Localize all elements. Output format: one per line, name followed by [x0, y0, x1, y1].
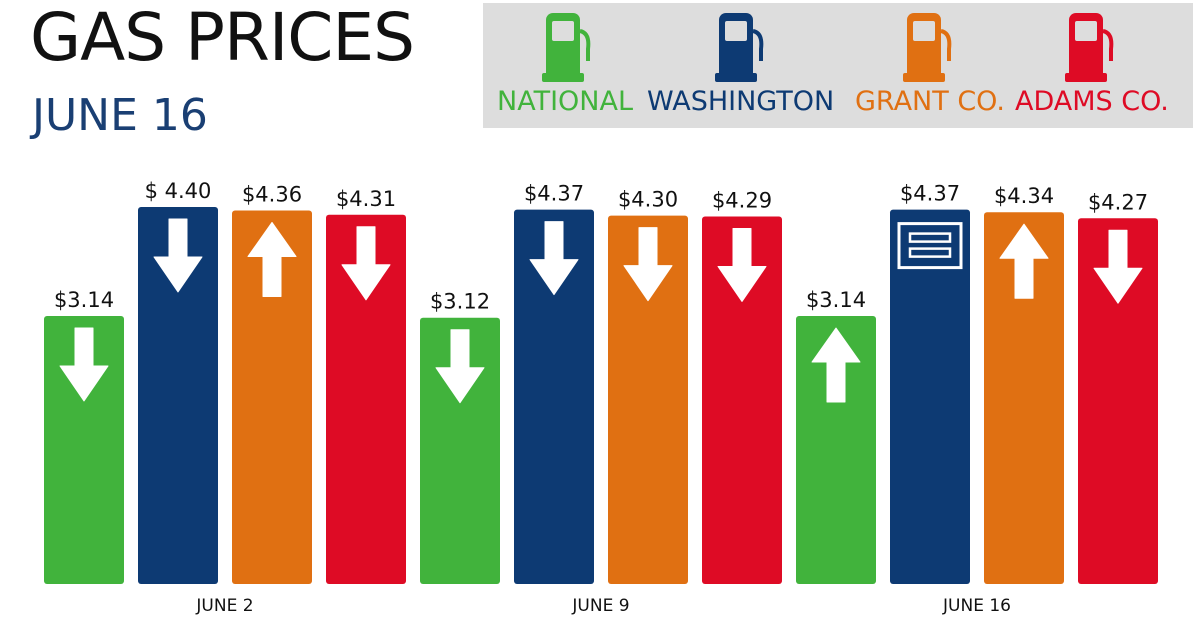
data-label: $4.34: [994, 184, 1054, 208]
bar-grant-co-2: [984, 212, 1064, 584]
legend-label-national: NATIONAL: [497, 86, 633, 117]
legend-label-grant: GRANT CO.: [855, 86, 1005, 117]
bar-national-1: [420, 317, 500, 584]
bar-national-0: [44, 316, 124, 584]
gas-pump-icon: [715, 13, 764, 82]
x-tick-label: JUNE 9: [571, 596, 629, 616]
bar-adams-co-2: [1078, 218, 1158, 584]
legend-label-washington: WASHINGTON: [647, 86, 835, 117]
legend: NATIONAL WASHINGTON GRANT CO. ADAMS CO.: [483, 3, 1193, 128]
arrow-down-icon: [341, 226, 391, 301]
data-label: $4.31: [336, 187, 396, 211]
data-label: $4.36: [242, 182, 302, 206]
gas-pump-icon: [903, 13, 952, 82]
legend-item-washington: WASHINGTON: [647, 3, 837, 128]
legend-item-adams: ADAMS CO.: [1015, 3, 1169, 128]
arrow-down-icon: [435, 329, 485, 404]
bar-adams-co-0: [326, 214, 406, 585]
arrow-down-icon: [153, 218, 203, 293]
data-label: $4.37: [900, 182, 960, 206]
arrow-down-icon: [1093, 229, 1143, 304]
bar-washington-1: [514, 209, 594, 585]
data-label: $3.12: [430, 290, 490, 314]
bar-washington-2: [890, 209, 970, 585]
bar-washington-0: [138, 207, 218, 584]
legend-item-grant: GRANT CO.: [855, 3, 1005, 128]
bar-adams-co-1: [702, 216, 782, 584]
data-label: $3.14: [806, 288, 866, 312]
arrow-down-icon: [529, 221, 579, 296]
chart-title: GAS PRICES: [30, 0, 415, 76]
equal-bar-icon: [908, 232, 952, 243]
chart-subtitle: JUNE 16: [32, 90, 208, 141]
arrow-down-icon: [623, 227, 673, 302]
bar-national-2: [796, 316, 876, 584]
legend-item-national: NATIONAL: [497, 3, 637, 128]
bar-grant-co-0: [232, 210, 312, 584]
x-tick-label: JUNE 16: [942, 596, 1011, 616]
data-label: $3.14: [54, 288, 114, 312]
arrow-up-icon: [811, 327, 861, 403]
bar-grant-co-1: [608, 215, 688, 584]
data-label: $ 4.40: [145, 179, 212, 203]
x-tick-label: JUNE 2: [195, 596, 253, 616]
legend-label-adams: ADAMS CO.: [1015, 86, 1169, 117]
arrow-up-icon: [999, 223, 1049, 299]
arrow-down-icon: [59, 327, 109, 402]
equal-sign-icon: [897, 222, 963, 270]
gas-pump-icon: [542, 13, 591, 82]
data-label: $4.37: [524, 182, 584, 206]
data-label: $4.29: [712, 189, 772, 213]
gas-pump-icon: [1065, 13, 1114, 82]
data-label: $4.27: [1088, 190, 1148, 214]
arrow-down-icon: [717, 228, 767, 303]
data-label: $4.30: [618, 188, 678, 212]
equal-bar-icon: [908, 247, 952, 258]
arrow-up-icon: [247, 221, 297, 297]
